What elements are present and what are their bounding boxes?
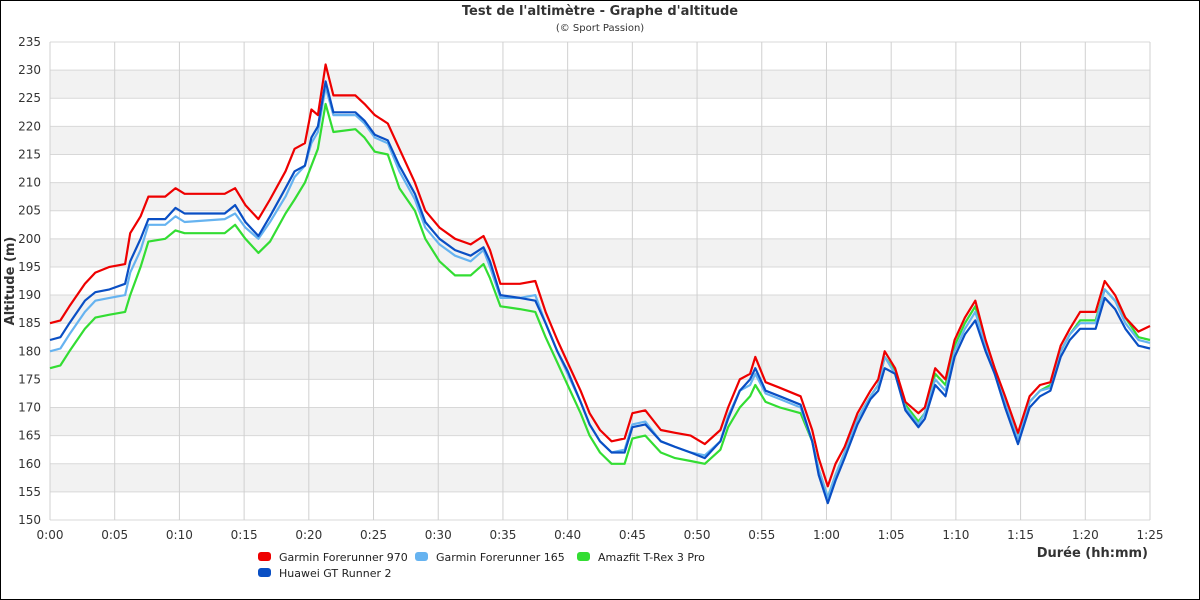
legend-label: Garmin Forerunner 970 bbox=[279, 551, 408, 564]
grid-band bbox=[50, 238, 1150, 267]
y-tick-label: 205 bbox=[18, 204, 41, 218]
y-tick-label: 150 bbox=[18, 513, 41, 527]
y-tick-label: 170 bbox=[18, 401, 41, 415]
y-tick-label: 195 bbox=[18, 260, 41, 274]
legend-label: Amazfit T-Rex 3 Pro bbox=[598, 551, 705, 564]
x-tick-label: 0:00 bbox=[37, 528, 64, 542]
x-tick-label: 0:50 bbox=[684, 528, 711, 542]
legend-swatch bbox=[258, 568, 271, 577]
y-tick-label: 215 bbox=[18, 147, 41, 161]
y-tick-label: 165 bbox=[18, 429, 41, 443]
y-tick-label: 225 bbox=[18, 91, 41, 105]
x-tick-label: 0:25 bbox=[360, 528, 387, 542]
x-tick-label: 1:05 bbox=[878, 528, 905, 542]
grid-lines bbox=[49, 41, 1151, 521]
x-axis-label: Durée (hh:mm) bbox=[1037, 546, 1148, 561]
x-tick-label: 1:00 bbox=[813, 528, 840, 542]
x-tick-label: 0:55 bbox=[748, 528, 775, 542]
y-tick-label: 230 bbox=[18, 63, 41, 77]
x-tick-label: 0:40 bbox=[554, 528, 581, 542]
legend-label: Huawei GT Runner 2 bbox=[279, 567, 392, 580]
legend-label: Garmin Forerunner 165 bbox=[436, 551, 565, 564]
grid-band bbox=[50, 126, 1150, 155]
y-axis-label: Altitude (m) bbox=[3, 237, 18, 326]
y-axis-ticks: 150 155 160 165 170 175 180 185 190 195 200 205 210 2… bbox=[18, 35, 41, 527]
chart-title: Test de l'altimètre - Graphe d'altitude bbox=[462, 4, 738, 19]
x-tick-label: 1:10 bbox=[942, 528, 969, 542]
x-tick-label: 0:15 bbox=[231, 528, 258, 542]
grid-band bbox=[50, 351, 1150, 380]
x-axis-ticks: 0:00 0:05 0:10 0:15 0:20 0:25 0:30 0:35 0:40 0:45… bbox=[37, 528, 1164, 542]
y-tick-label: 210 bbox=[18, 176, 41, 190]
y-tick-label: 190 bbox=[18, 288, 41, 302]
y-tick-label: 220 bbox=[18, 119, 41, 133]
legend-swatch bbox=[415, 552, 428, 561]
y-tick-label: 160 bbox=[18, 457, 41, 471]
plot-background bbox=[50, 42, 1150, 520]
series-line-garmin-forerunner-970 bbox=[49, 63, 1151, 488]
y-tick-label: 155 bbox=[18, 485, 41, 499]
x-tick-label: 0:30 bbox=[425, 528, 452, 542]
grid-band bbox=[50, 295, 1150, 324]
y-tick-label: 185 bbox=[18, 316, 41, 330]
grid-band bbox=[50, 463, 1150, 492]
x-tick-label: 0:20 bbox=[295, 528, 322, 542]
y-tick-label: 235 bbox=[18, 35, 41, 49]
series-line-amazfit-t-rex-3-pro bbox=[49, 102, 1151, 499]
y-tick-label: 180 bbox=[18, 344, 41, 358]
legend-swatch bbox=[577, 552, 590, 561]
x-tick-label: 1:20 bbox=[1072, 528, 1099, 542]
legend: Garmin Forerunner 970 Garmin Forerunner 1… bbox=[258, 551, 705, 580]
y-tick-label: 175 bbox=[18, 372, 41, 386]
grid-band bbox=[50, 182, 1150, 211]
plot-bands bbox=[50, 42, 1150, 520]
x-tick-label: 0:45 bbox=[619, 528, 646, 542]
x-tick-label: 0:05 bbox=[101, 528, 128, 542]
grid-band bbox=[50, 70, 1150, 99]
x-tick-label: 1:25 bbox=[1137, 528, 1164, 542]
y-tick-label: 200 bbox=[18, 232, 41, 246]
chart-subtitle: (© Sport Passion) bbox=[556, 23, 644, 34]
legend-swatch bbox=[258, 552, 271, 561]
x-tick-label: 0:35 bbox=[489, 528, 516, 542]
x-tick-label: 0:10 bbox=[166, 528, 193, 542]
series-lines bbox=[49, 63, 1151, 505]
x-tick-label: 1:15 bbox=[1007, 528, 1034, 542]
series-line-huawei-gt-runner-2 bbox=[49, 80, 1151, 505]
